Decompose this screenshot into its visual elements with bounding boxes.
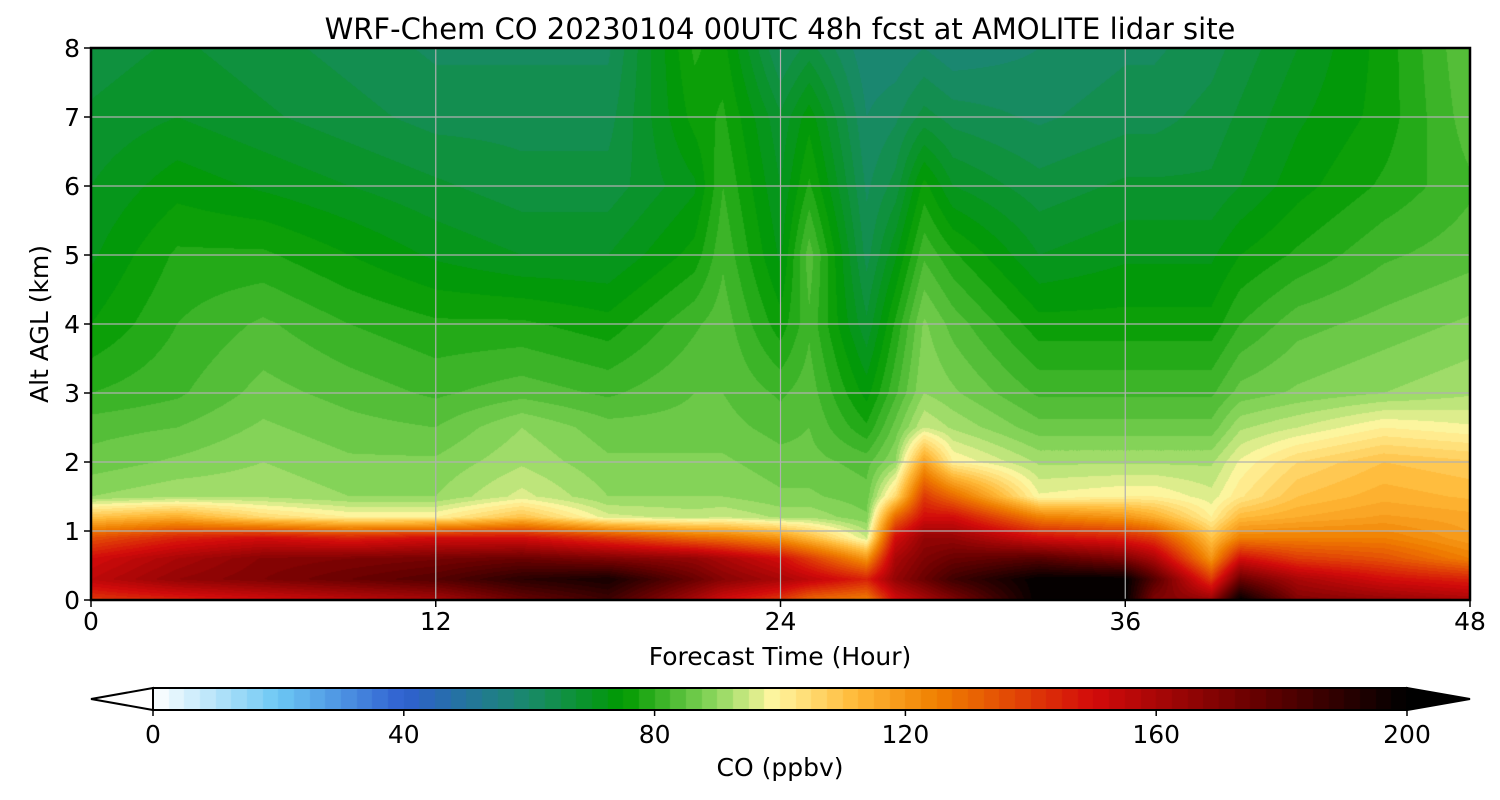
colorbar-label: CO (ppbv) [717, 753, 844, 782]
y-tick-label: 5 [64, 241, 80, 270]
colorbar-frame [152, 687, 1408, 711]
colorbar-over-extension [1406, 686, 1471, 712]
colorbar-tick-label: 0 [145, 720, 161, 749]
colorbar-under-extension [90, 686, 154, 712]
y-tick-label: 6 [64, 172, 80, 201]
y-tick-label: 2 [64, 448, 80, 477]
x-tick-label: 12 [420, 607, 452, 636]
x-axis-ticks: 0 12 24 36 48 [83, 600, 1486, 636]
y-tick-label: 3 [64, 379, 80, 408]
x-tick-label: 24 [765, 607, 797, 636]
y-tick-label: 8 [64, 34, 80, 63]
y-tick-label: 7 [64, 103, 80, 132]
colorbar-tick-label: 40 [388, 720, 420, 749]
y-tick-label: 1 [64, 517, 80, 546]
chart-title: WRF-Chem CO 20230104 00UTC 48h fcst at A… [325, 12, 1236, 46]
y-tick-label: 4 [64, 310, 80, 339]
x-axis-label: Forecast Time (Hour) [649, 642, 912, 671]
colorbar-ticks: 0 40 80 120 160 200 [145, 710, 1431, 749]
colorbar-tick-label: 160 [1132, 720, 1180, 749]
colorbar-tick-label: 80 [639, 720, 671, 749]
x-tick-label: 0 [83, 607, 99, 636]
y-tick-label: 0 [64, 586, 80, 615]
colorbar-tick-label: 120 [882, 720, 930, 749]
y-axis-ticks: 0 1 2 3 4 5 6 7 8 [64, 34, 91, 615]
colorbar-gradient [153, 688, 1407, 710]
x-tick-label: 36 [1109, 607, 1141, 636]
y-axis-label: Alt AGL (km) [25, 245, 54, 403]
x-tick-label: 48 [1454, 607, 1486, 636]
colorbar-tick-label: 200 [1383, 720, 1431, 749]
colorbar: 0 40 80 120 160 200 CO (ppbv) [90, 686, 1471, 782]
